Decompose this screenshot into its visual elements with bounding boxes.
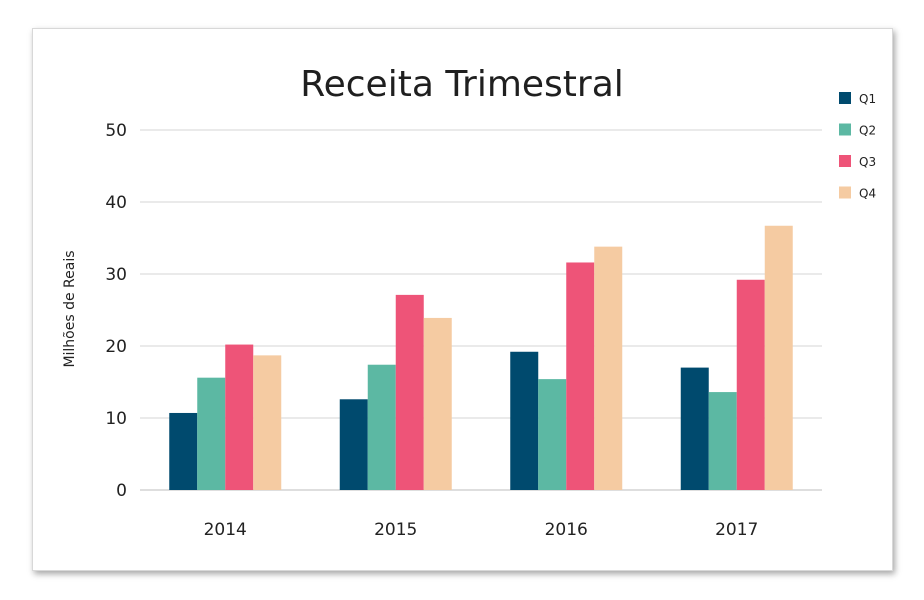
bar-q4-2015 xyxy=(423,317,452,490)
bar-q1-2014 xyxy=(169,412,198,490)
y-axis-label: Milhões de Reais xyxy=(62,250,78,367)
bars xyxy=(169,225,793,490)
x-tick-label: 2015 xyxy=(374,520,417,540)
x-tick-label: 2016 xyxy=(545,520,588,540)
y-tick-label: 10 xyxy=(105,409,127,429)
y-tick-label: 50 xyxy=(105,121,127,141)
legend-label-q3: Q3 xyxy=(859,155,876,169)
y-tick-label: 30 xyxy=(105,265,127,285)
x-tick-labels: 2014 2015 2016 2017 xyxy=(204,520,759,540)
bar-q3-2015 xyxy=(395,294,424,490)
bar-q3-2014 xyxy=(225,344,254,490)
bar-q4-2017 xyxy=(764,225,793,490)
y-tick-label: 0 xyxy=(116,481,127,501)
bar-q1-2016 xyxy=(510,351,539,490)
bar-q4-2016 xyxy=(594,246,623,490)
legend-label-q2: Q2 xyxy=(859,124,876,138)
y-tick-label: 20 xyxy=(105,337,127,357)
legend-swatch-q4 xyxy=(839,186,851,199)
y-tick-label: 40 xyxy=(105,193,127,213)
legend-swatch-q2 xyxy=(839,123,851,136)
bar-q2-2014 xyxy=(197,377,226,490)
bar-q2-2017 xyxy=(708,392,737,490)
bar-q2-2016 xyxy=(538,379,567,490)
bar-q4-2014 xyxy=(253,355,282,490)
x-tick-label: 2014 xyxy=(204,520,247,540)
bar-q1-2017 xyxy=(680,367,709,490)
bar-q2-2015 xyxy=(367,364,396,490)
bar-q3-2017 xyxy=(736,279,765,490)
chart-title: Receita Trimestral xyxy=(300,64,624,105)
legend-label-q1: Q1 xyxy=(859,92,876,106)
legend-swatch-q3 xyxy=(839,155,851,167)
legend-swatch-q1 xyxy=(839,92,851,104)
legend-label-q4: Q4 xyxy=(859,187,876,201)
legend: Q1 Q2 Q3 Q4 xyxy=(839,92,876,201)
bar-q1-2015 xyxy=(339,399,368,490)
x-tick-label: 2017 xyxy=(715,520,758,540)
y-tick-labels: 0 10 20 30 40 50 xyxy=(105,121,127,501)
bar-q3-2016 xyxy=(566,262,595,490)
